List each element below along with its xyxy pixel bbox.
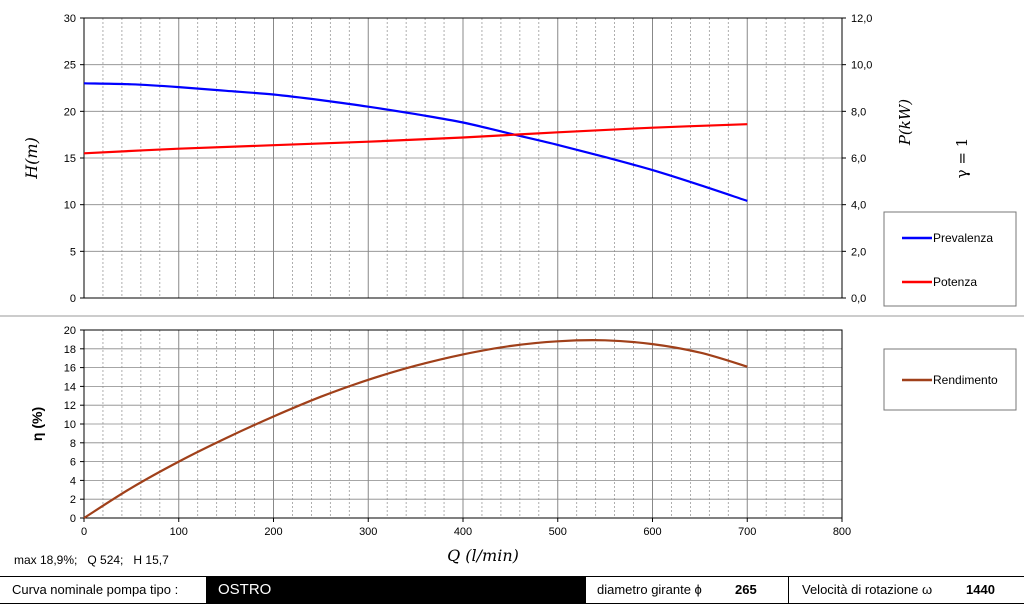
y2-tick-label: 10,0	[851, 60, 872, 72]
series-layer	[83, 82, 748, 519]
y-tick-label: 2	[70, 494, 76, 506]
series-line-rendimento	[83, 339, 748, 519]
bottom-grid	[83, 329, 843, 519]
footer-pump-label: Curva nominale pompa tipo :	[12, 582, 179, 597]
y-tick-label: 10	[64, 419, 76, 431]
footer-diameter-value: 265	[735, 582, 757, 597]
footer-divider	[788, 577, 789, 603]
legend-label-rendimento: Rendimento	[933, 373, 998, 387]
pump-curve-chart: 0 5 10 15 20 25 30 0,0 2,0 4,0 6,0 8,0 10,0 12,0 0 2 4 6…	[0, 13, 1024, 565]
y-tick-label: 0	[70, 513, 76, 525]
series-line-potenza	[83, 123, 748, 155]
x-tick-label: 400	[454, 526, 472, 538]
x-tick-label: 700	[738, 526, 756, 538]
x-tick-label: 100	[170, 526, 188, 538]
y2-axis-title-power: P(kW)	[896, 99, 914, 146]
gamma-label: γ = 1	[953, 138, 971, 179]
y-tick-label: 0	[70, 293, 76, 305]
y2-tick-label: 8,0	[851, 106, 866, 118]
x-tick-label: 200	[264, 526, 282, 538]
y-tick-label: 8	[70, 438, 76, 450]
legend-bottom: Rendimento	[883, 348, 1017, 411]
y-tick-label: 12	[64, 400, 76, 412]
x-tick-label: 500	[549, 526, 567, 538]
legend-top: Prevalenza Potenza	[883, 211, 1017, 307]
y2-tick-label: 2,0	[851, 246, 866, 258]
footer-bar: Curva nominale pompa tipo : OSTRO diamet…	[0, 576, 1024, 604]
top-grid	[83, 17, 843, 299]
y-tick-label: 20	[64, 325, 76, 337]
y2-tick-label: 6,0	[851, 153, 866, 165]
y-tick-label: 16	[64, 363, 76, 375]
y2-tick-label: 4,0	[851, 200, 866, 212]
y-tick-label: 20	[64, 106, 76, 118]
x-axis-title-flow: Q (l/min)	[447, 546, 519, 565]
y2-tick-label: 12,0	[851, 13, 872, 25]
y-tick-label: 14	[64, 381, 76, 393]
x-tick-label: 800	[833, 526, 851, 538]
max-efficiency-note: max 18,9%; Q 524; H 15,7	[14, 553, 169, 567]
top-axes: 0 5 10 15 20 25 30 0,0 2,0 4,0 6,0 8,0 10,0 12,0	[64, 13, 873, 305]
x-tick-label: 300	[359, 526, 377, 538]
y-tick-label: 4	[70, 475, 76, 487]
y-tick-label: 25	[64, 60, 76, 72]
series-line-prevalenza	[83, 82, 748, 202]
y2-tick-label: 0,0	[851, 293, 866, 305]
legend-label-potenza: Potenza	[933, 275, 977, 289]
y-tick-label: 18	[64, 344, 76, 356]
footer-pump-name-box: OSTRO	[206, 577, 586, 603]
y-tick-label: 30	[64, 13, 76, 25]
y-axis-title-efficiency: η (%)	[29, 407, 45, 441]
footer-diameter-label: diametro girante ϕ	[597, 582, 702, 597]
x-tick-label: 0	[81, 526, 87, 538]
footer-speed-label: Velocità di rotazione ω	[802, 582, 933, 597]
y-tick-label: 6	[70, 457, 76, 469]
y-tick-label: 15	[64, 153, 76, 165]
x-tick-label: 600	[643, 526, 661, 538]
footer-speed-value: 1440	[966, 582, 995, 597]
y-tick-label: 10	[64, 200, 76, 212]
legend-label-prevalenza: Prevalenza	[933, 231, 993, 245]
footer-pump-name: OSTRO	[218, 581, 272, 598]
y-axis-title-head: H(m)	[22, 137, 41, 180]
y-tick-label: 5	[70, 246, 76, 258]
